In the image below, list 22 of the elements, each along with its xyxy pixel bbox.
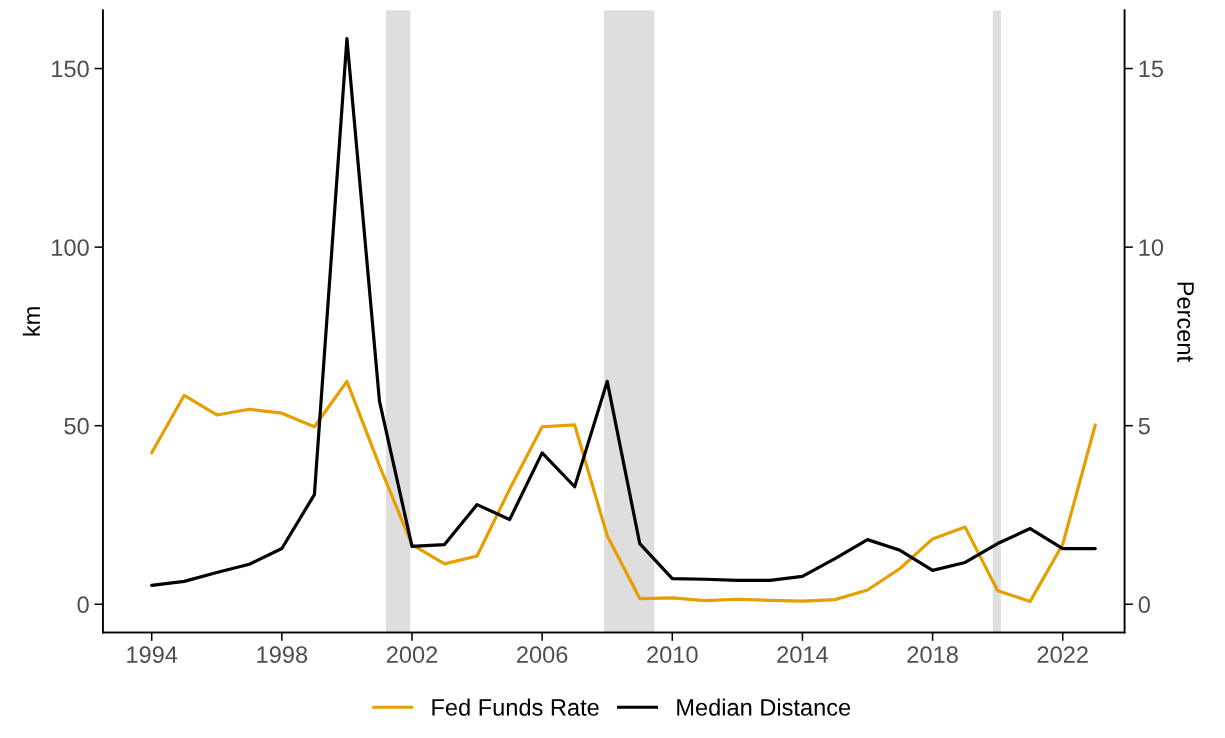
line-series (150, 36, 1097, 587)
y2-tick-label: 0 (1138, 596, 1150, 614)
y2-tick-label: 15 (1139, 60, 1164, 78)
legend-label: Fed Funds Rate (432, 698, 599, 716)
y-tick-label: 0 (77, 596, 89, 614)
y-axis-title: km (22, 307, 40, 336)
y2-tick-label: 5 (1138, 417, 1150, 435)
x-tick-label: 1994 (127, 646, 178, 663)
y2-axis-title: Percent (1177, 282, 1194, 362)
x-tick-label: 2014 (777, 646, 829, 663)
x-tick-label: 2010 (647, 646, 698, 663)
x-tick-label: 2002 (386, 646, 438, 663)
x-tick-label: 2022 (1037, 646, 1088, 663)
y-tick-label: 100 (52, 239, 89, 256)
legend-label: Median Distance (677, 698, 851, 716)
x-tick-label: 2018 (907, 646, 958, 663)
x-tick-label: 1998 (257, 646, 308, 663)
line-series (150, 379, 1097, 603)
y2-tick-label: 10 (1139, 239, 1164, 256)
x-tick-label: 2006 (517, 646, 568, 663)
y-tick-label: 50 (64, 417, 89, 435)
y-tick-label: 150 (52, 60, 89, 78)
